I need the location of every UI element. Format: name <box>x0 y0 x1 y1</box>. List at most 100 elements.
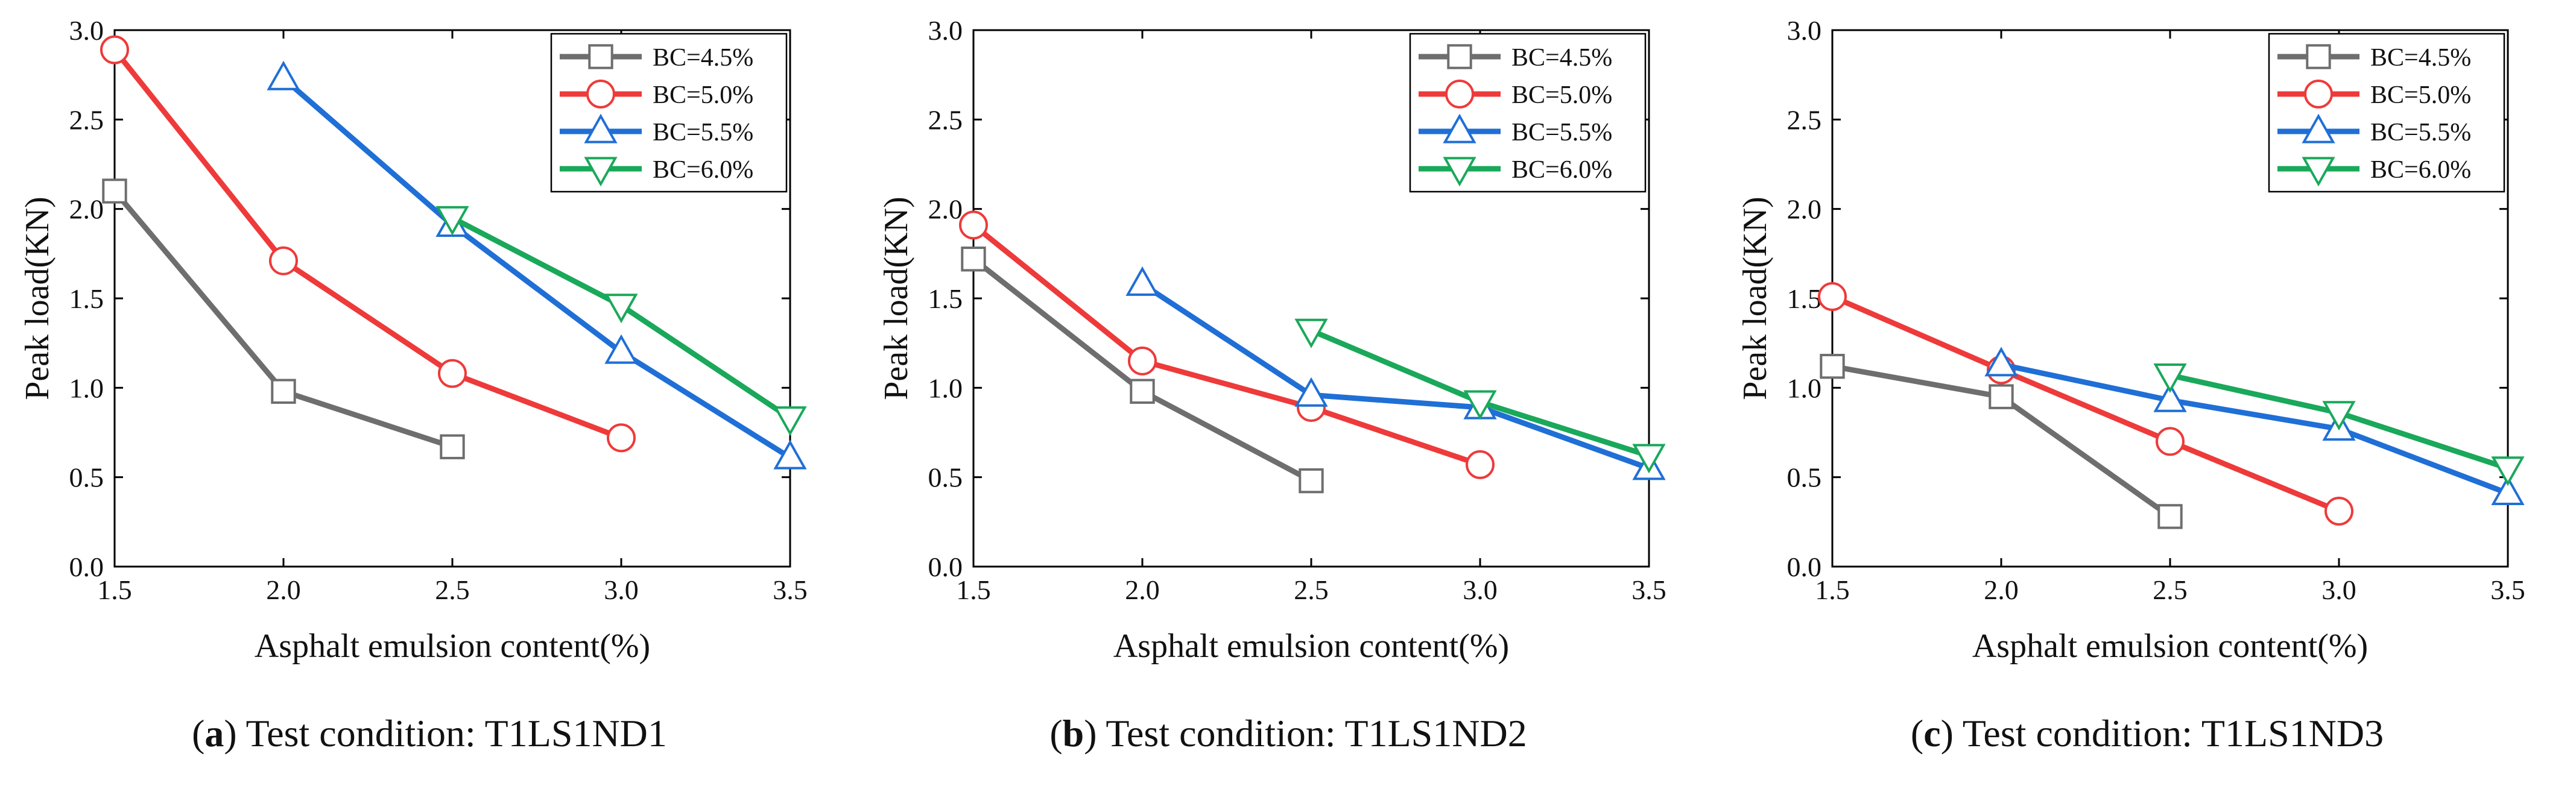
x-tick-label: 1.5 <box>97 574 132 605</box>
y-tick-label: 0.5 <box>928 462 963 493</box>
data-point-3-4 <box>773 439 807 470</box>
data-point-4-1 <box>1294 318 1328 348</box>
x-tick-label: 3.0 <box>604 574 639 605</box>
data-point-1-3 <box>1299 468 1324 494</box>
legend-label-1: BC=4.5% <box>653 44 753 72</box>
x-tick-label: 2.5 <box>1294 574 1329 605</box>
data-point-2-1 <box>959 210 988 240</box>
y-tick-label: 2.0 <box>69 194 104 225</box>
series-line-3 <box>2001 362 2509 496</box>
x-tick-label: 3.0 <box>1463 574 1498 605</box>
x-tick-label: 2.0 <box>1125 574 1160 605</box>
y-tick-label: 2.0 <box>1787 194 1822 225</box>
data-point-2-4 <box>1466 450 1495 479</box>
y-tick-label: 0.0 <box>928 552 963 582</box>
caption-a: (a) Test condition: T1LS1ND1 <box>192 712 667 755</box>
legend-marker-3 <box>2302 113 2335 143</box>
data-point-2-3 <box>438 359 467 388</box>
y-tick-label: 2.0 <box>928 194 963 225</box>
series-line-1 <box>112 189 454 450</box>
data-point-2-4 <box>607 423 636 453</box>
legend-label-3: BC=5.5% <box>653 119 753 146</box>
chart-panel-a: 1.5 2.0 2.5 3.0 3.5 0.0 0.5 1.0 1.5 2.0 2.5 3.0 Asph… <box>0 0 859 786</box>
data-point-3-3 <box>604 334 638 364</box>
x-tick-label: 2.5 <box>2153 574 2188 605</box>
legend-marker-4 <box>584 157 618 187</box>
legend-label-2: BC=5.0% <box>653 81 753 109</box>
chart-a-svg: 1.5 2.0 2.5 3.0 3.5 0.0 0.5 1.0 1.5 2.0 2.5 3.0 Asph… <box>19 15 808 665</box>
y-tick-label: 1.0 <box>69 373 104 403</box>
x-axis-title: Asphalt emulsion content(%) <box>1113 627 1509 665</box>
x-tick-label: 3.5 <box>1631 574 1666 605</box>
data-point-3-1 <box>1125 266 1159 296</box>
data-point-1-3 <box>2157 504 2183 529</box>
legend-marker-2 <box>1445 80 1474 108</box>
x-tick-label: 1.5 <box>956 574 991 605</box>
caption-b: (b) Test condition: T1LS1ND2 <box>1049 712 1527 755</box>
data-point-1-1 <box>102 178 127 204</box>
y-tick-label: 2.5 <box>1787 104 1822 135</box>
x-tick-label: 2.0 <box>1984 574 2019 605</box>
legend-label-4: BC=6.0% <box>2370 156 2471 184</box>
y-tick-label: 1.0 <box>1787 373 1822 403</box>
data-point-3-2 <box>2153 382 2187 412</box>
legend-marker-4 <box>2302 157 2335 187</box>
data-point-4-3 <box>1632 444 1666 474</box>
y-tick-label: 0.0 <box>69 552 104 582</box>
chart-b-svg: 1.5 2.0 2.5 3.0 3.5 0.0 0.5 1.0 1.5 2.0 2.5 3.0 Asph… <box>878 15 1666 665</box>
legend-marker-4 <box>1443 157 1476 187</box>
series-line-3 <box>282 76 792 460</box>
data-point-2-3 <box>2156 427 2185 456</box>
y-tick-label: 3.0 <box>69 15 104 46</box>
data-point-3-1 <box>1984 347 2018 377</box>
x-tick-label: 3.0 <box>2321 574 2356 605</box>
series-line-2 <box>1831 294 2340 514</box>
y-tick-label: 0.5 <box>1787 462 1822 493</box>
legend-marker-1 <box>2306 44 2331 69</box>
chart-panel-c: 1.5 2.0 2.5 3.0 3.5 0.0 0.5 1.0 1.5 2.0 2.5 3.0 Asph… <box>1718 0 2576 786</box>
series-line-2 <box>972 222 1481 468</box>
caption-text: Test condition: T1LS1ND3 <box>1962 712 2384 755</box>
data-point-1-1 <box>961 247 986 272</box>
data-point-1-2 <box>271 379 296 404</box>
caption-tag: b <box>1062 712 1084 755</box>
y-tick-label: 1.5 <box>928 283 963 314</box>
data-point-4-1 <box>2153 363 2187 393</box>
chart-panel-b: 1.5 2.0 2.5 3.0 3.5 0.0 0.5 1.0 1.5 2.0 2.5 3.0 Asph… <box>859 0 1718 786</box>
x-axis-title: Asphalt emulsion content(%) <box>255 627 650 665</box>
y-tick-label: 2.5 <box>69 104 104 135</box>
legend-marker-2 <box>2304 80 2333 108</box>
data-point-4-3 <box>773 406 807 436</box>
legend-label-4: BC=6.0% <box>1511 156 1612 184</box>
legend-label-2: BC=5.0% <box>1511 81 1612 109</box>
legend-label-3: BC=5.5% <box>2370 119 2471 146</box>
x-tick-label: 3.5 <box>773 574 808 605</box>
y-tick-label: 1.0 <box>928 373 963 403</box>
data-point-4-2 <box>1463 390 1497 420</box>
legend-marker-3 <box>1443 113 1476 143</box>
caption-c: (c) Test condition: T1LS1ND3 <box>1910 712 2384 755</box>
data-point-2-1 <box>100 35 129 64</box>
legend-marker-3 <box>584 113 618 143</box>
data-point-4-1 <box>435 206 469 236</box>
legend-label-2: BC=5.0% <box>2370 81 2471 109</box>
data-point-2-2 <box>1128 346 1157 376</box>
data-point-1-2 <box>1130 379 1155 404</box>
x-tick-label: 2.5 <box>435 574 470 605</box>
caption-tag: c <box>1923 712 1941 755</box>
data-point-2-4 <box>2324 497 2353 526</box>
x-axis-title: Asphalt emulsion content(%) <box>1972 627 2368 665</box>
legend-marker-2 <box>586 80 615 108</box>
legend-label-4: BC=6.0% <box>653 156 753 184</box>
data-point-3-4 <box>2491 475 2525 505</box>
data-point-2-2 <box>269 246 298 275</box>
legend-label-1: BC=4.5% <box>2370 44 2471 72</box>
data-point-2-1 <box>1818 282 1847 312</box>
legend-label-1: BC=4.5% <box>1511 44 1612 72</box>
data-point-3-2 <box>1294 377 1328 407</box>
caption-tag: a <box>204 712 224 755</box>
legend-marker-1 <box>588 44 613 69</box>
data-point-1-2 <box>1989 384 2014 409</box>
y-tick-label: 1.5 <box>69 283 104 314</box>
